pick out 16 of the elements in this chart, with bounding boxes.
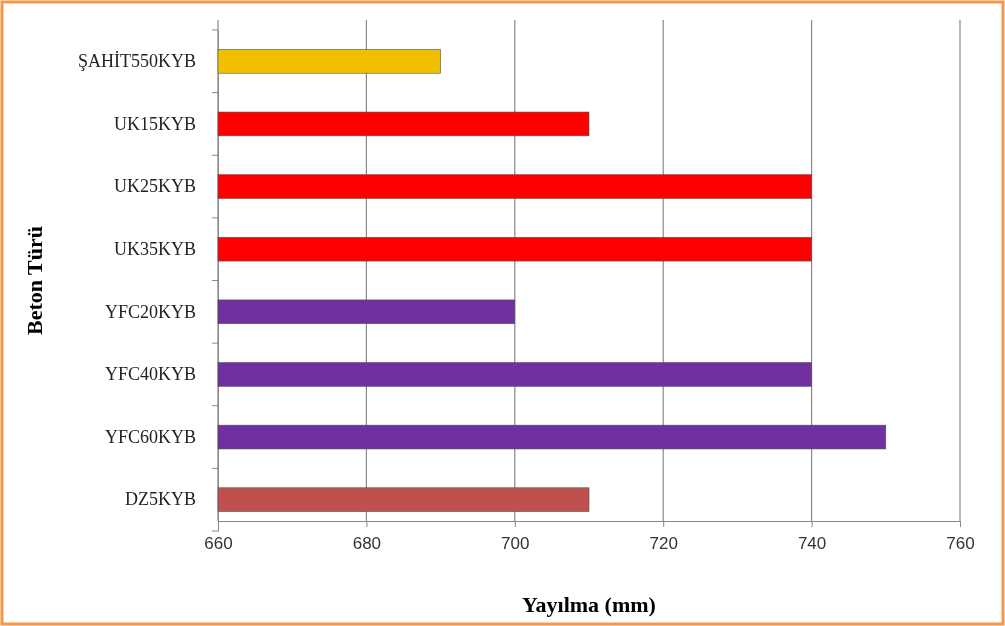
y-tick-label: YFC40KYB xyxy=(104,364,196,385)
y-tick-label: YFC60KYB xyxy=(104,426,196,447)
y-tick-label: ŞAHİT550KYB xyxy=(77,51,196,72)
x-tick-label: 700 xyxy=(501,533,530,553)
x-tick-label: 680 xyxy=(352,533,382,553)
x-tick-label: 660 xyxy=(204,533,233,553)
x-axis-title: Yayılma (mm) xyxy=(522,592,656,617)
x-tick-label: 760 xyxy=(946,533,975,553)
x-tick-label: 720 xyxy=(649,533,678,553)
y-tick-label: UK25KYB xyxy=(113,176,196,197)
y-axis-title: Beton Türü xyxy=(22,225,47,336)
y-tick-label: UK35KYB xyxy=(113,238,196,259)
x-tick-label: 740 xyxy=(797,533,827,553)
y-tick-label: DZ5KYB xyxy=(125,489,196,510)
y-tick-label: UK15KYB xyxy=(113,113,196,134)
y-tick-label: YFC20KYB xyxy=(104,301,196,322)
